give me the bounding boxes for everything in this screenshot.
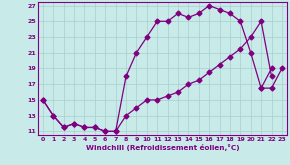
X-axis label: Windchill (Refroidissement éolien,°C): Windchill (Refroidissement éolien,°C) [86, 145, 239, 151]
